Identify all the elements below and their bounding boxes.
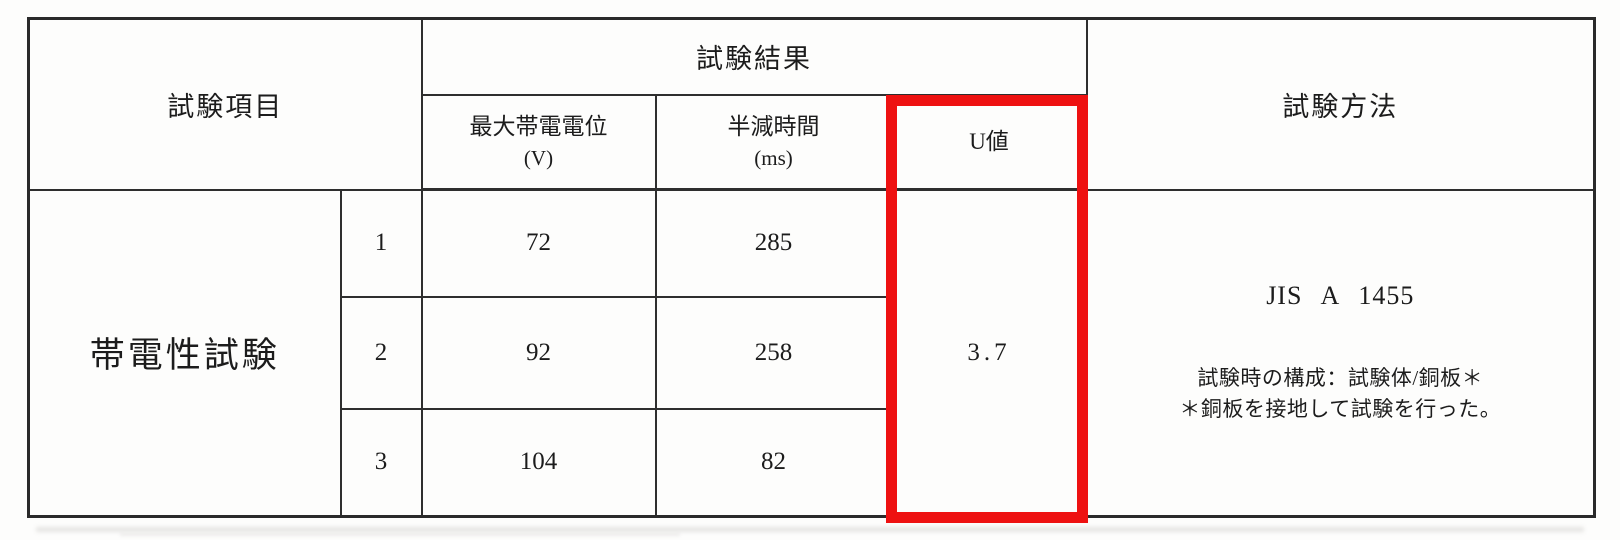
cell-half-life-1: 285	[654, 188, 893, 298]
header-max-potential-label: 最大帯電電位	[469, 113, 608, 139]
cell-half-life-2: 258	[654, 295, 893, 410]
cell-run-number-3: 3	[339, 407, 423, 518]
cell-max-potential-2: 92	[420, 295, 657, 410]
header-half-life-label: 半減時間	[727, 113, 820, 139]
scan-artifact	[36, 527, 1584, 532]
header-test-results: 試験結果	[420, 17, 1088, 96]
header-test-method: 試験方法	[1085, 17, 1596, 191]
header-half-life: 半減時間 (ms)	[654, 93, 893, 191]
header-u-value: U値	[890, 93, 1088, 191]
test-method-note-line1: 試験時の構成：試験体/銅板＊	[1197, 366, 1484, 391]
test-method-note-line2: ＊銅板を接地して試験を行った。	[1179, 396, 1502, 421]
header-max-potential-unit: (V)	[523, 145, 554, 170]
header-half-life-unit: (ms)	[754, 145, 793, 170]
cell-test-method: JIS A 1455 試験時の構成：試験体/銅板＊ ＊銅板を接地して試験を行った…	[1085, 188, 1596, 518]
cell-max-potential-3: 104	[420, 407, 657, 518]
header-test-item: 試験項目	[27, 17, 423, 191]
test-method-standard: JIS A 1455	[1266, 281, 1415, 311]
cell-max-potential-1: 72	[420, 188, 657, 298]
cell-test-item-name: 帯電性試験	[27, 188, 342, 518]
cell-half-life-3: 82	[654, 407, 893, 518]
cell-u-value: 3.7	[890, 188, 1088, 518]
table-row: 帯電性試験 1 72 285 3.7 JIS A 1455 試験時の構成：試験体…	[27, 188, 1596, 518]
scan-artifact	[120, 533, 680, 536]
cell-run-number-1: 1	[339, 188, 423, 298]
cell-run-number-2: 2	[339, 295, 423, 410]
header-max-potential: 最大帯電電位 (V)	[420, 93, 657, 191]
test-report-table: 試験項目 試験結果 試験方法 最大帯電電位 (V) 半減時間 (ms) U値 帯…	[27, 17, 1597, 518]
table-row: 3 104 82	[29, 407, 1595, 518]
